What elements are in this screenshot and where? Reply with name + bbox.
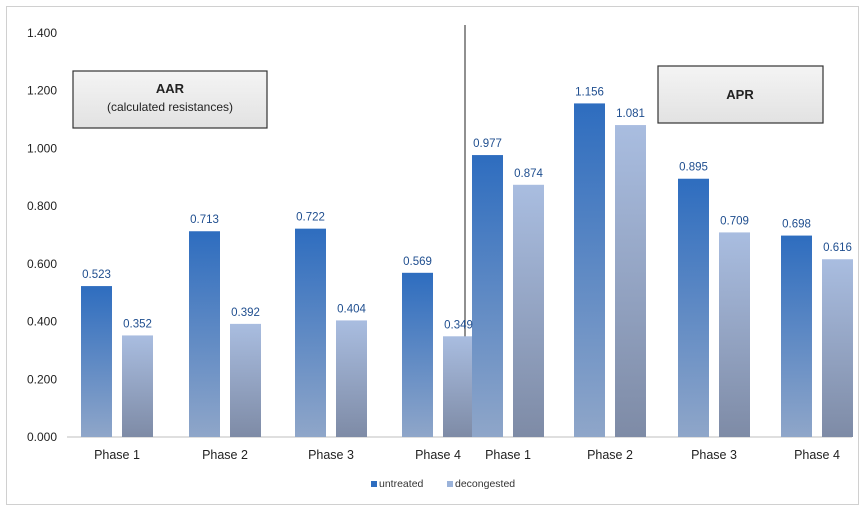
data-labels: 0.523 0.352 0.713 0.392 0.722 0.404 0.569 0.349…	[82, 86, 852, 331]
panel-title-box-aar	[72, 70, 268, 129]
panel-title: AAR	[156, 81, 185, 96]
bar-untreated	[295, 228, 326, 437]
bar-decongested	[443, 336, 474, 437]
bar-untreated	[472, 155, 503, 437]
legend-label-untreated: untreated	[379, 478, 424, 490]
bar-decongested	[230, 323, 261, 437]
x-category-label: Phase 2	[202, 448, 248, 462]
x-axis: Phase 1 Phase 2 Phase 3 Phase 4 Phase 1 Phase…	[94, 448, 840, 462]
legend: untreated decongested	[371, 478, 515, 490]
data-label-decongested: 0.709	[720, 215, 749, 227]
data-label-untreated: 0.698	[782, 219, 811, 231]
legend-label-decongested: decongested	[455, 478, 515, 490]
x-category-label: Phase 3	[691, 448, 737, 462]
panel-title-box-apr	[657, 65, 824, 124]
data-label-decongested: 0.352	[123, 318, 152, 330]
data-label-untreated: 0.895	[679, 162, 708, 174]
data-label-untreated: 0.713	[190, 214, 219, 226]
data-label-untreated: 1.156	[575, 86, 604, 98]
bar-decongested	[615, 125, 646, 437]
data-label-untreated: 0.569	[403, 256, 432, 268]
bar-decongested	[336, 320, 367, 437]
y-tick-label: 0.400	[27, 315, 57, 329]
legend-swatch-untreated	[371, 481, 377, 487]
y-tick-label: 0.800	[27, 199, 57, 213]
y-tick-label: 1.400	[27, 26, 57, 40]
y-tick-label: 0.600	[27, 257, 57, 271]
panel-subtitle: (calculated resistances)	[107, 100, 233, 114]
bar-decongested	[122, 335, 153, 437]
y-tick-label: 1.200	[27, 84, 57, 98]
data-label-decongested: 0.404	[337, 303, 366, 315]
data-label-decongested: 1.081	[616, 108, 645, 120]
bar-untreated	[574, 103, 605, 437]
bar-untreated	[402, 272, 433, 437]
x-category-label: Phase 2	[587, 448, 633, 462]
panel-title-boxes: AAR (calculated resistances) APR	[72, 65, 824, 129]
data-label-decongested: 0.616	[823, 242, 852, 254]
bar-decongested	[822, 259, 853, 437]
bar-untreated	[781, 235, 812, 437]
bar-untreated	[189, 231, 220, 437]
chart-frame: 0.000 0.200 0.400 0.600 0.800 1.000 1.200 1.400…	[6, 6, 859, 505]
data-label-decongested: 0.349	[444, 319, 473, 331]
x-category-label: Phase 3	[308, 448, 354, 462]
data-label-decongested: 0.874	[514, 168, 543, 180]
data-label-decongested: 0.392	[231, 307, 260, 319]
x-category-label: Phase 4	[415, 448, 461, 462]
bar-untreated	[678, 178, 709, 437]
x-category-label: Phase 4	[794, 448, 840, 462]
bar-decongested	[513, 184, 544, 437]
panel-title: APR	[726, 87, 754, 102]
y-tick-label: 1.000	[27, 141, 57, 155]
data-label-untreated: 0.722	[296, 212, 325, 224]
x-category-label: Phase 1	[485, 448, 531, 462]
y-tick-label: 0.000	[27, 430, 57, 444]
x-category-label: Phase 1	[94, 448, 140, 462]
legend-swatch-decongested	[447, 481, 453, 487]
data-label-untreated: 0.523	[82, 269, 111, 281]
data-label-untreated: 0.977	[473, 138, 502, 150]
bar-chart: 0.000 0.200 0.400 0.600 0.800 1.000 1.200 1.400…	[27, 25, 853, 490]
bar-untreated	[81, 286, 112, 437]
y-tick-label: 0.200	[27, 372, 57, 386]
bar-decongested	[719, 232, 750, 437]
bars	[81, 103, 853, 437]
